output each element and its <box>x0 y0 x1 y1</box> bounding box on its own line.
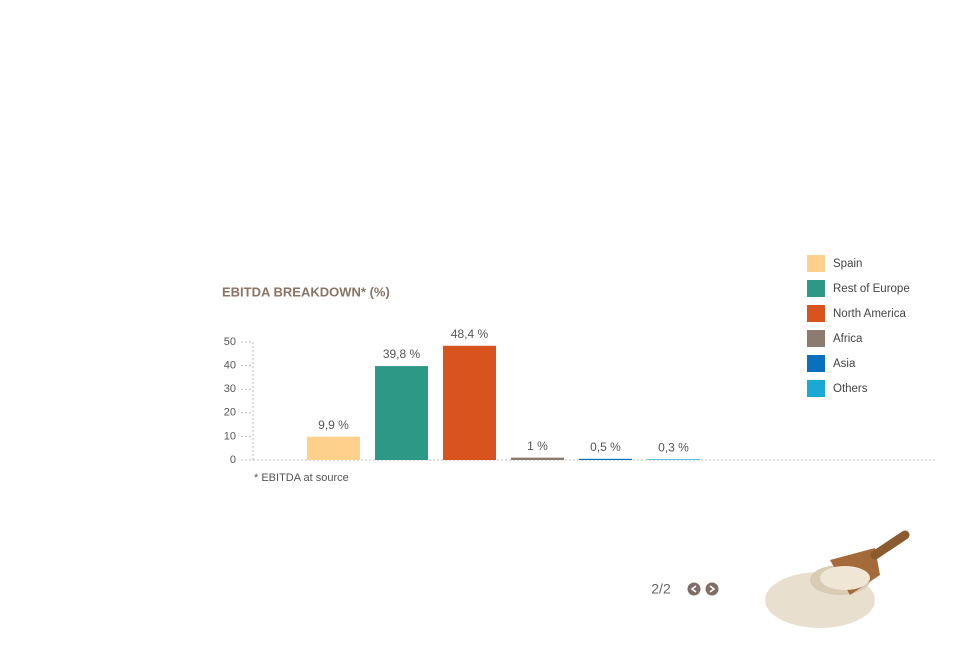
bar <box>443 345 496 460</box>
next-button[interactable] <box>705 582 719 596</box>
legend-label: Others <box>833 383 868 395</box>
value-label: 39,8 % <box>383 347 421 361</box>
footnote: * EBITDA at source <box>254 472 349 484</box>
legend-label: Rest of Europe <box>833 283 910 295</box>
legend-swatch <box>807 280 825 297</box>
bar <box>647 459 700 460</box>
legend-label: North America <box>833 308 906 320</box>
legend-label: Asia <box>833 358 856 370</box>
y-tick-label: 40 <box>224 360 236 372</box>
bar <box>375 366 428 460</box>
value-label: 1 % <box>527 439 548 453</box>
y-tick-label: 20 <box>224 407 236 419</box>
y-tick-label: 30 <box>224 383 236 395</box>
chart-title: EBITDA BREAKDOWN* (%) <box>222 284 390 299</box>
legend-label: Africa <box>833 333 863 345</box>
legend-swatch <box>807 355 825 372</box>
value-label: 0,3 % <box>658 440 689 454</box>
bar <box>307 436 360 460</box>
legend-swatch <box>807 380 825 397</box>
page-indicator: 2/2 <box>651 581 671 597</box>
bar <box>579 458 632 460</box>
value-label: 48,4 % <box>451 327 489 341</box>
rice-scoop-image <box>765 530 910 628</box>
bar <box>511 457 564 460</box>
prev-button[interactable] <box>687 582 701 596</box>
y-tick-label: 0 <box>230 454 236 466</box>
y-tick-label: 10 <box>224 430 236 442</box>
legend-swatch <box>807 305 825 322</box>
legend-swatch <box>807 255 825 272</box>
y-tick-label: 50 <box>224 336 236 348</box>
legend-swatch <box>807 330 825 347</box>
value-label: 0,5 % <box>590 440 621 454</box>
value-label: 9,9 % <box>318 418 349 432</box>
legend-label: Spain <box>833 258 862 270</box>
